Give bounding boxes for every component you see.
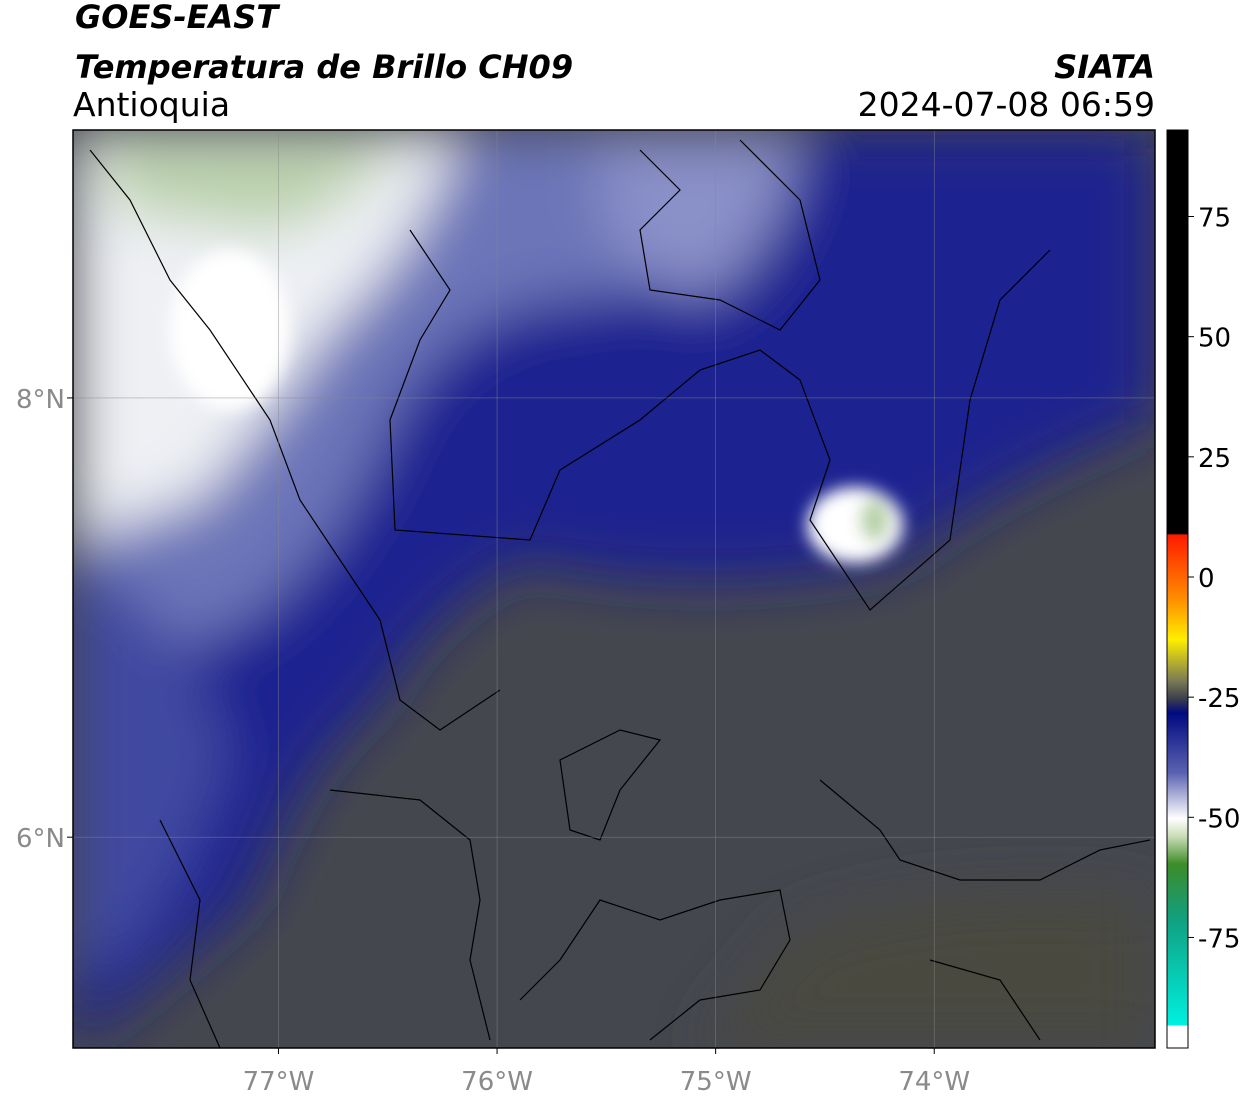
x-tick-label: 74°W — [898, 1067, 970, 1097]
colorbar-tick-label: -25 — [1198, 684, 1240, 714]
source: SIATA — [1054, 48, 1155, 86]
y-tick-label: 8°N — [16, 385, 65, 415]
x-tick-label: 76°W — [461, 1067, 533, 1097]
colorbar-tick-label: 75 — [1198, 204, 1231, 234]
subtitle: Temperatura de Brillo CH09 — [75, 48, 573, 86]
datetime: 2024-07-08 06:59 — [858, 85, 1155, 124]
colorbar — [1166, 129, 1189, 1049]
y-tick-label: 6°N — [16, 824, 65, 854]
colorbar-tick-label: -50 — [1198, 804, 1240, 834]
title: GOES-EAST — [75, 0, 280, 36]
region: Antioquia — [73, 85, 230, 124]
colorbar-tick-label: 50 — [1198, 324, 1231, 354]
satellite-image — [73, 130, 1155, 1048]
x-tick-label: 77°W — [243, 1067, 315, 1097]
colorbar-tick-label: 25 — [1198, 444, 1231, 474]
map-frame — [72, 129, 1156, 1049]
colorbar-tick-label: 0 — [1198, 564, 1215, 594]
colorbar-tick-label: -75 — [1198, 924, 1240, 954]
x-tick-label: 75°W — [680, 1067, 752, 1097]
